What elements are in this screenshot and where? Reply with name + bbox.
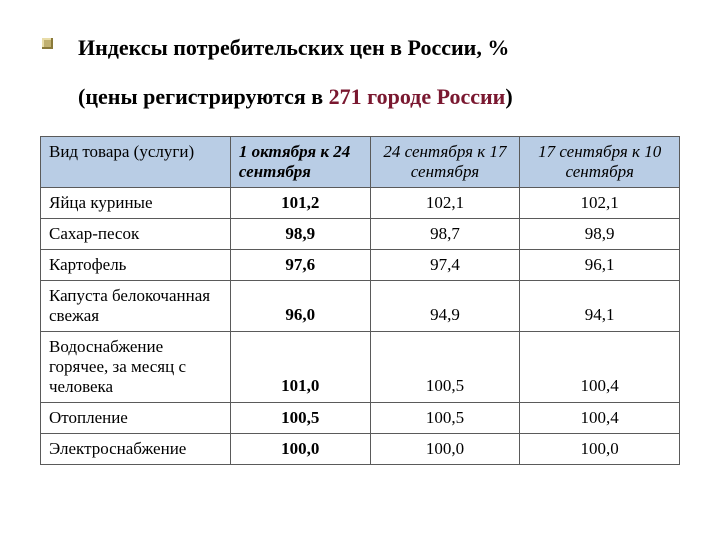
cell-v2: 97,4 bbox=[370, 250, 520, 281]
cell-v1: 100,5 bbox=[230, 403, 370, 434]
table-body: Яйца куриные 101,2 102,1 102,1 Сахар-пес… bbox=[41, 188, 680, 465]
table-header-row: Вид товара (услуги) 1 октября к 24 сентя… bbox=[41, 137, 680, 188]
cell-v2: 98,7 bbox=[370, 219, 520, 250]
cell-v3: 100,4 bbox=[520, 403, 680, 434]
cell-product: Отопление bbox=[41, 403, 231, 434]
cell-v2: 100,5 bbox=[370, 403, 520, 434]
table-row: Электроснабжение 100,0 100,0 100,0 bbox=[41, 434, 680, 465]
cell-v3: 100,0 bbox=[520, 434, 680, 465]
cell-product: Электроснабжение bbox=[41, 434, 231, 465]
cell-v2: 102,1 bbox=[370, 188, 520, 219]
cell-v3: 98,9 bbox=[520, 219, 680, 250]
table-row: Яйца куриные 101,2 102,1 102,1 bbox=[41, 188, 680, 219]
col-header-sep17: 17 сентября к 10 сентября bbox=[520, 137, 680, 188]
title-line2-suffix: ) bbox=[505, 84, 512, 109]
cpi-table: Вид товара (услуги) 1 октября к 24 сентя… bbox=[40, 136, 680, 465]
col-header-oct1: 1 октября к 24 сентября bbox=[230, 137, 370, 188]
title-line-2: (цены регистрируются в 271 городе России… bbox=[78, 79, 680, 114]
cell-v1: 97,6 bbox=[230, 250, 370, 281]
title-block: Индексы потребительских цен в России, % … bbox=[78, 30, 680, 114]
cell-product: Яйца куриные bbox=[41, 188, 231, 219]
cell-v1: 101,2 bbox=[230, 188, 370, 219]
table-row: Водоснабжение горячее, за месяц с челове… bbox=[41, 332, 680, 403]
cell-v1: 100,0 bbox=[230, 434, 370, 465]
cell-v1: 96,0 bbox=[230, 281, 370, 332]
cell-v1: 101,0 bbox=[230, 332, 370, 403]
cell-v2: 94,9 bbox=[370, 281, 520, 332]
cell-v3: 102,1 bbox=[520, 188, 680, 219]
cell-v2: 100,5 bbox=[370, 332, 520, 403]
cell-product: Картофель bbox=[41, 250, 231, 281]
cell-product: Сахар-песок bbox=[41, 219, 231, 250]
cell-product: Капуста белокочанная свежая bbox=[41, 281, 231, 332]
table-row: Отопление 100,5 100,5 100,4 bbox=[41, 403, 680, 434]
col-header-product: Вид товара (услуги) bbox=[41, 137, 231, 188]
bullet-icon bbox=[42, 38, 53, 49]
title-line2-prefix: (цены регистрируются в bbox=[78, 84, 329, 109]
title-line-1: Индексы потребительских цен в России, % bbox=[78, 30, 680, 65]
slide: Индексы потребительских цен в России, % … bbox=[0, 0, 720, 540]
table-row: Картофель 97,6 97,4 96,1 bbox=[41, 250, 680, 281]
title-line2-accent: 271 городе России bbox=[329, 84, 506, 109]
table-row: Капуста белокочанная свежая 96,0 94,9 94… bbox=[41, 281, 680, 332]
cell-v3: 94,1 bbox=[520, 281, 680, 332]
cell-v3: 100,4 bbox=[520, 332, 680, 403]
table-row: Сахар-песок 98,9 98,7 98,9 bbox=[41, 219, 680, 250]
col-header-sep24: 24 сентября к 17 сентября bbox=[370, 137, 520, 188]
cell-product: Водоснабжение горячее, за месяц с челове… bbox=[41, 332, 231, 403]
cell-v1: 98,9 bbox=[230, 219, 370, 250]
cell-v2: 100,0 bbox=[370, 434, 520, 465]
cell-v3: 96,1 bbox=[520, 250, 680, 281]
